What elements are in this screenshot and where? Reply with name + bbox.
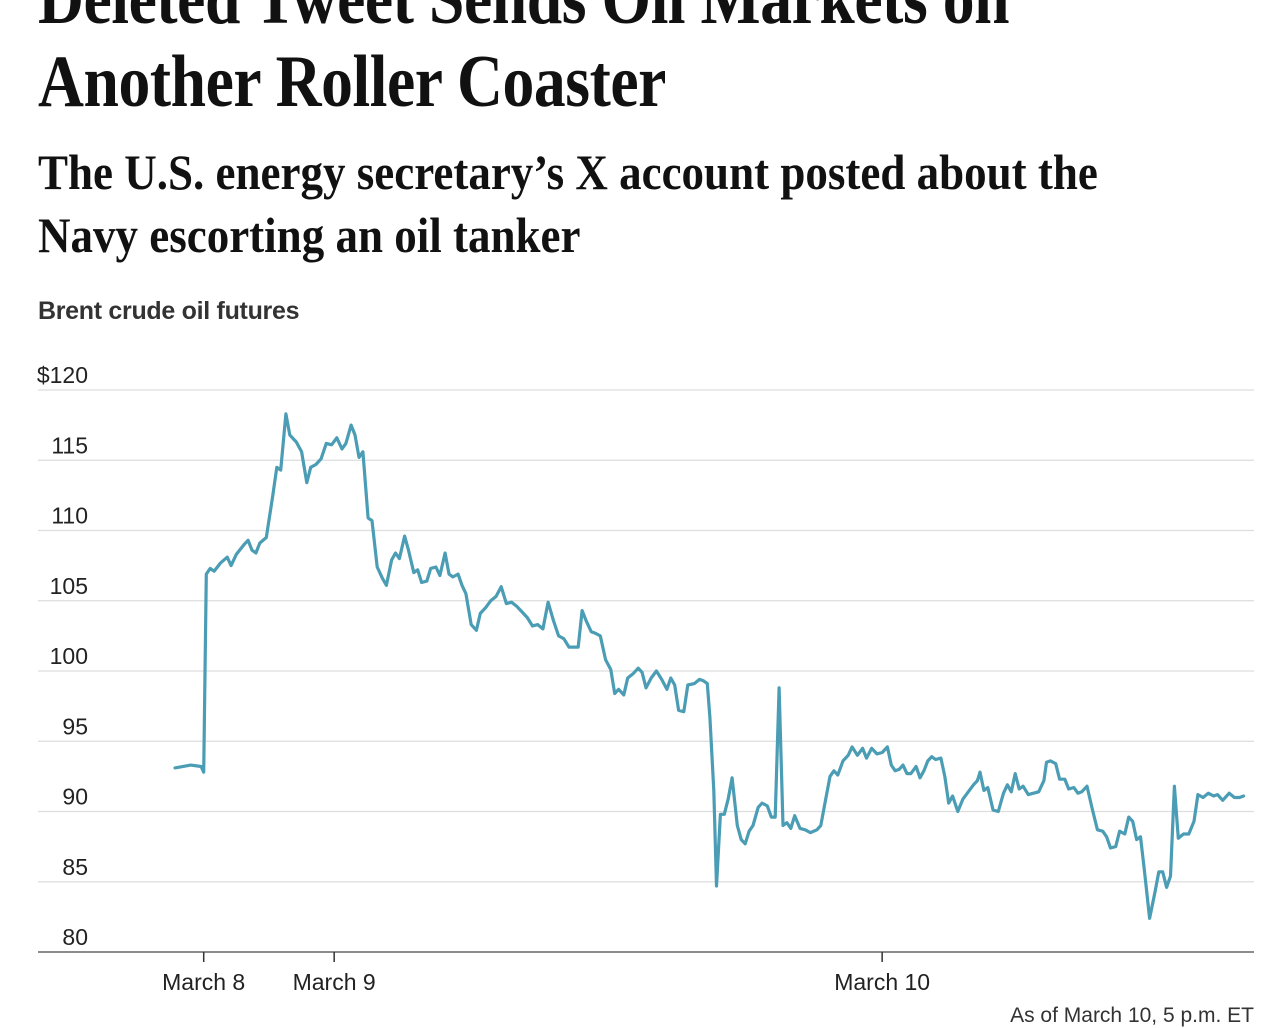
y-tick-label: 100 [50, 643, 88, 669]
y-tick-label: 90 [62, 784, 88, 810]
x-tick-label: March 8 [162, 969, 245, 995]
x-tick-label: March 10 [834, 969, 930, 995]
y-tick-label: 110 [51, 503, 88, 529]
y-tick-label: 95 [62, 713, 88, 739]
y-tick-label: 115 [51, 432, 88, 458]
y-axis-tick-labels: $120 115 110 105 100 95 90 85 80 [37, 362, 88, 950]
x-tick-label: March 9 [293, 969, 376, 995]
gridlines [38, 389, 1254, 953]
headline-top-line: Deleted Tweet Sends Oil Markets on [38, 0, 1010, 36]
y-tick-label: $120 [37, 362, 88, 388]
y-tick-label: 85 [62, 854, 88, 880]
chart-label: Brent crude oil futures [38, 297, 300, 325]
dek-line-1: The U.S. energy secretary’s X account po… [38, 144, 1098, 200]
dek-line-2: Navy escorting an oil tanker [38, 207, 581, 263]
series-layer [173, 412, 1246, 920]
y-tick-label: 80 [62, 924, 88, 950]
series-line [173, 412, 1246, 920]
y-tick-label: 105 [50, 573, 88, 599]
headline-main-line: Another Roller Coaster [38, 41, 667, 123]
x-axis: March 8 March 9 March 10 [162, 952, 930, 995]
source-note: As of March 10, 5 p.m. ET [1010, 1004, 1254, 1027]
